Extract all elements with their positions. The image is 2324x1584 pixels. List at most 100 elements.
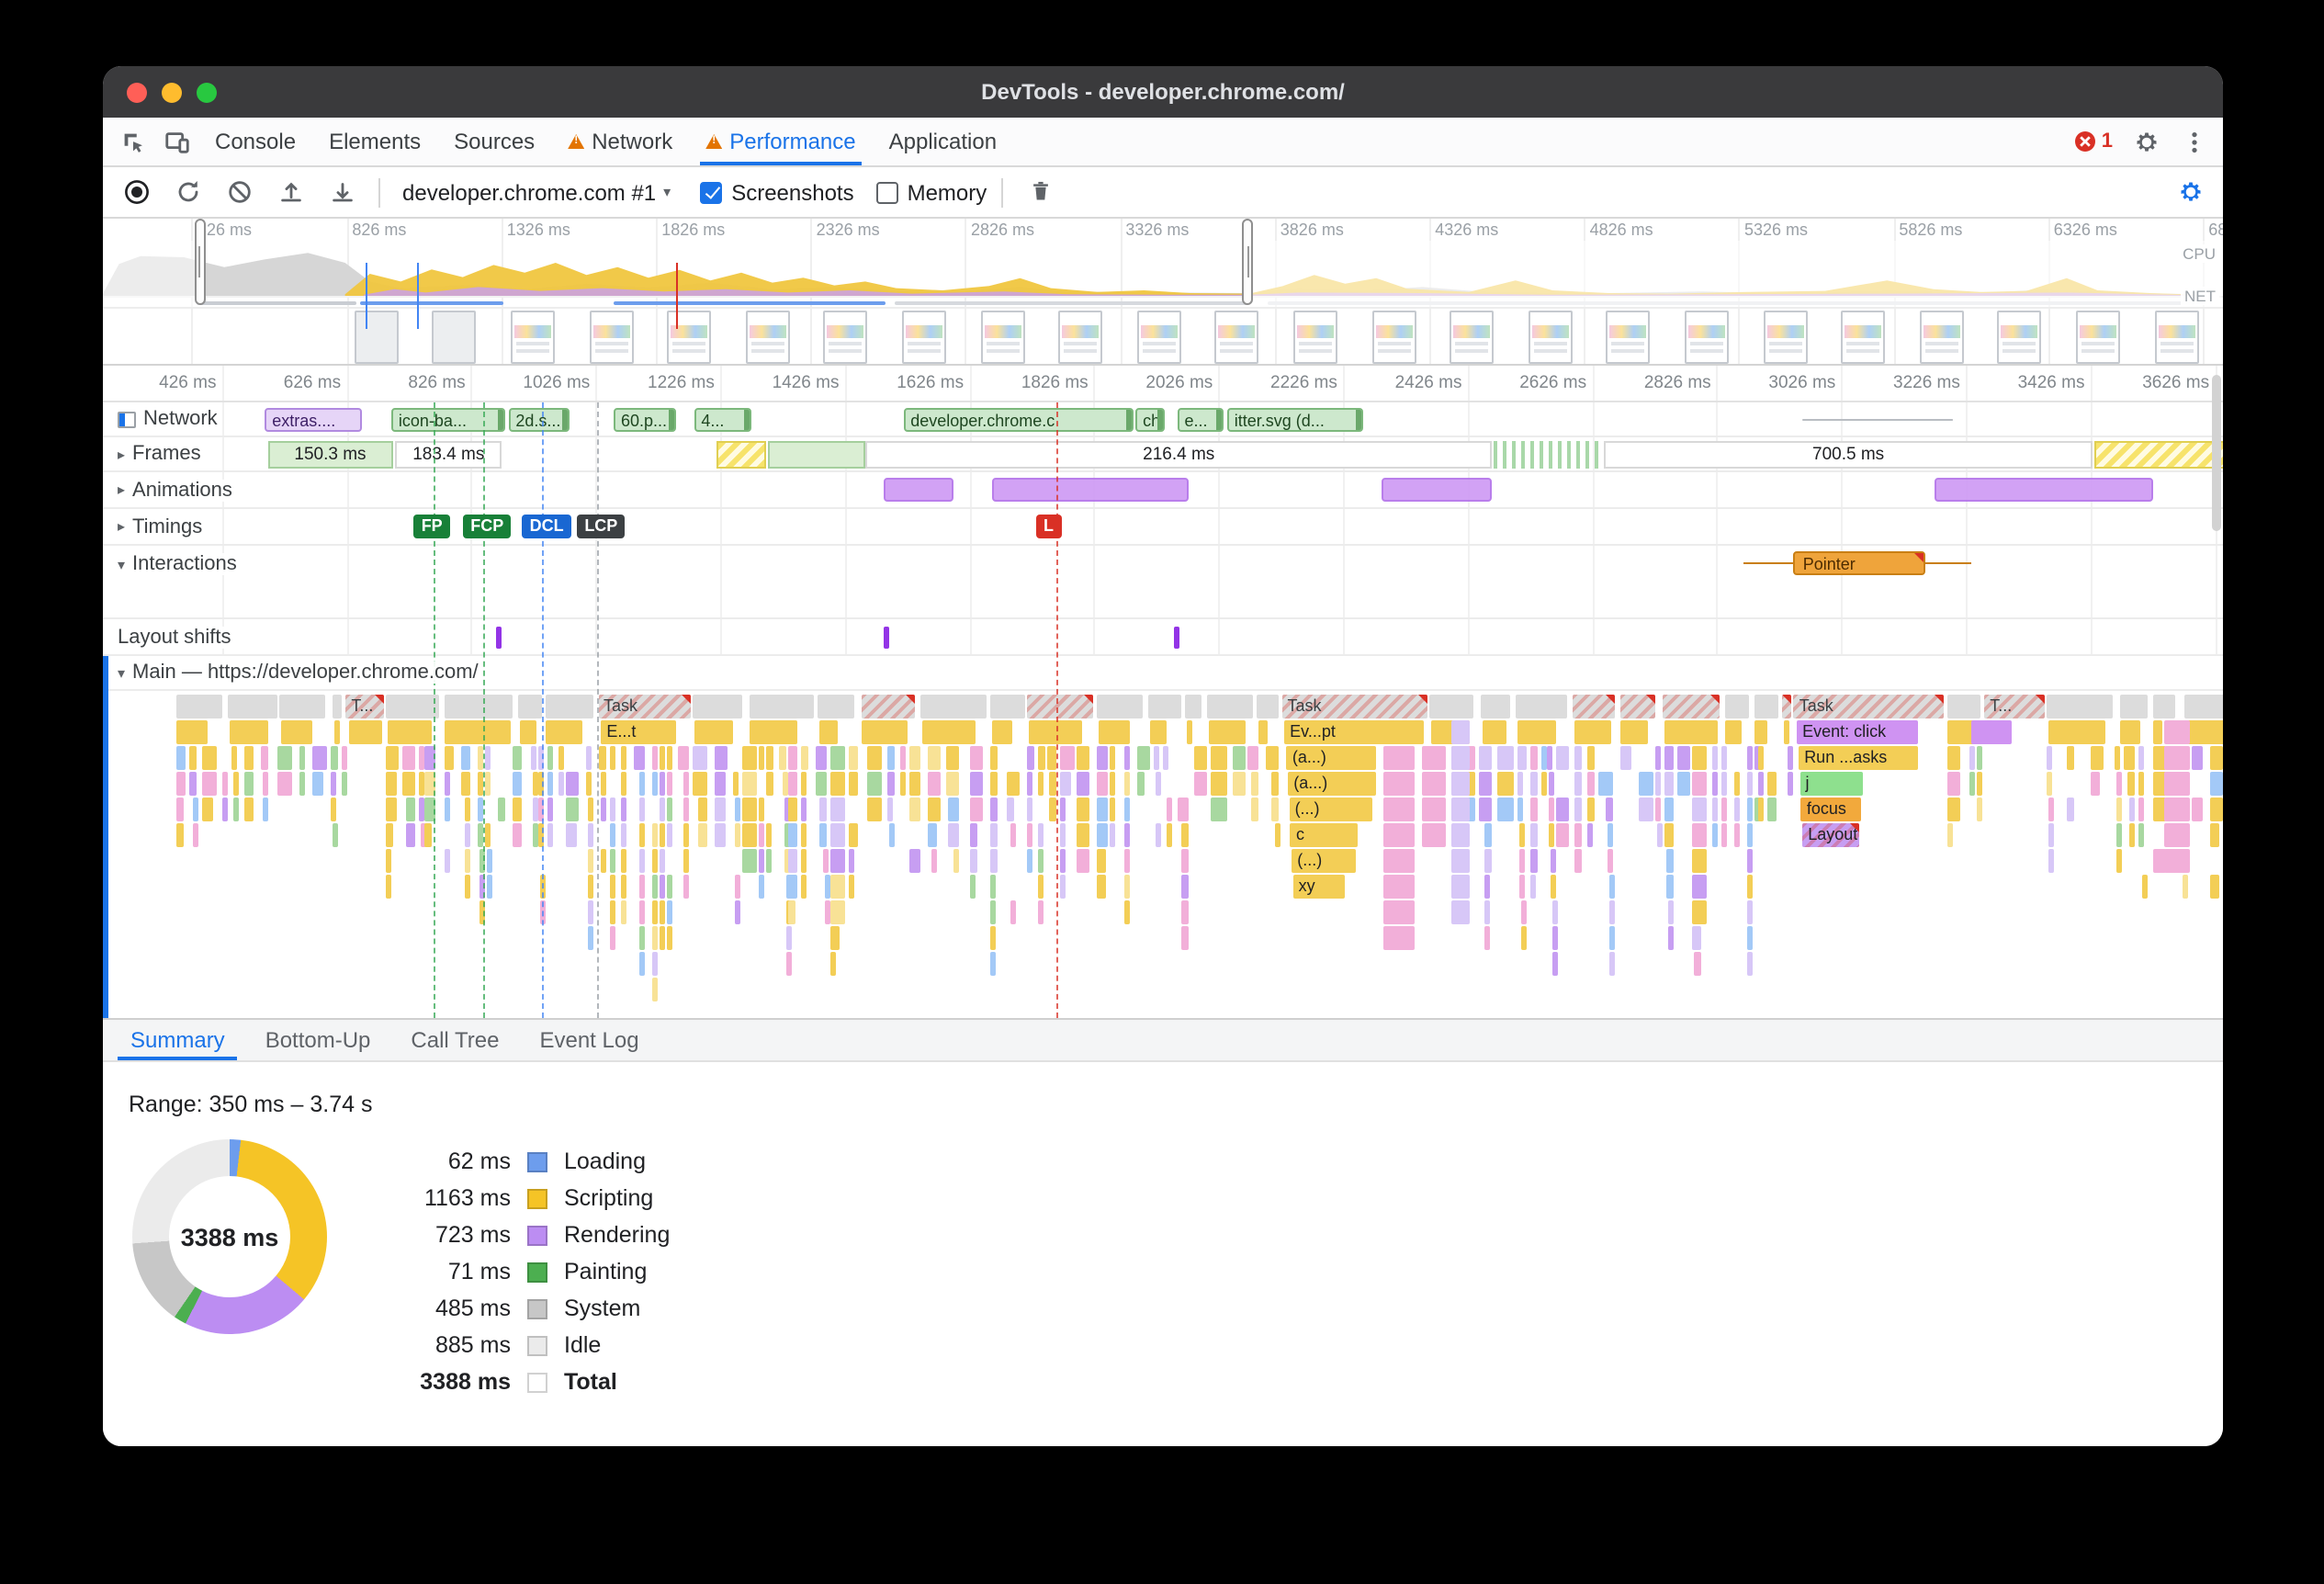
track-label-main[interactable]: ▾ Main — https://developer.chrome.com/ (112, 662, 484, 684)
flame-bar[interactable] (1551, 900, 1558, 924)
flame-bar[interactable] (800, 875, 807, 899)
flame-bar[interactable] (1077, 798, 1089, 821)
flame-bar[interactable] (444, 798, 451, 821)
flame-bar[interactable] (1153, 746, 1159, 770)
flame-bar[interactable] (1664, 746, 1675, 770)
flame-bar[interactable] (2164, 849, 2191, 873)
flame-bar[interactable] (1720, 823, 1727, 847)
flame-bar[interactable] (587, 875, 593, 899)
flame-bar[interactable] (1666, 849, 1675, 873)
flame-bar[interactable] (639, 798, 646, 821)
screenshot-thumb[interactable] (354, 311, 399, 364)
flame-bar[interactable] (587, 823, 593, 847)
flame-bar[interactable] (532, 798, 538, 821)
screenshot-thumb[interactable] (1919, 311, 1964, 364)
flame-bar[interactable] (1123, 849, 1130, 873)
flame-bar[interactable] (785, 952, 792, 976)
flame-bar[interactable] (2115, 746, 2120, 770)
flame-bar[interactable] (683, 849, 690, 873)
flame-bar[interactable] (953, 849, 960, 873)
flame-bar[interactable] (599, 746, 607, 770)
task-bar[interactable]: T... (1984, 695, 2045, 718)
flame-bar[interactable] (651, 952, 658, 976)
flame-bar[interactable] (202, 772, 218, 796)
flame-bar[interactable] (1027, 772, 1033, 796)
flame-bar[interactable] (667, 772, 673, 796)
flame-bar[interactable] (512, 772, 523, 796)
network-request[interactable]: e... (1177, 408, 1224, 432)
flame-bar[interactable] (1497, 746, 1513, 770)
flame-bar[interactable] (1046, 746, 1057, 770)
flame-bar[interactable] (1766, 798, 1777, 821)
flame-bar[interactable] (921, 720, 976, 744)
flame-bar[interactable] (1421, 823, 1446, 847)
flame-bar[interactable] (1077, 746, 1089, 770)
task-bar[interactable] (1516, 695, 1568, 718)
flame-bar[interactable] (1099, 720, 1130, 744)
flame-bar[interactable] (1482, 720, 1507, 744)
flame-bar[interactable] (667, 900, 673, 924)
flame-bar[interactable] (928, 823, 937, 847)
flame-bar[interactable]: xy (1292, 875, 1346, 899)
flame-bar[interactable] (1450, 823, 1470, 847)
flame-bar[interactable] (2048, 798, 2054, 821)
flame-bar[interactable] (558, 746, 564, 770)
flame-bar[interactable] (424, 798, 435, 821)
flame-bar[interactable] (609, 849, 615, 873)
flame-bar[interactable] (778, 746, 786, 770)
flame-bar[interactable]: (...) (1292, 849, 1356, 873)
flame-bar[interactable] (1551, 849, 1557, 873)
flame-bar[interactable] (1181, 849, 1189, 873)
flame-bar[interactable] (2090, 746, 2104, 770)
flame-bar[interactable] (175, 746, 186, 770)
task-bar[interactable] (444, 695, 513, 718)
flame-bar[interactable] (1037, 772, 1044, 796)
flame-bar[interactable] (900, 746, 907, 770)
flame-bar[interactable] (909, 772, 920, 796)
flame-bar[interactable] (639, 900, 646, 924)
flame-bar[interactable] (1548, 772, 1554, 796)
flame-bar[interactable] (667, 823, 673, 847)
flame-bar[interactable] (945, 746, 960, 770)
flame-bar[interactable] (1211, 746, 1227, 770)
flame-bar[interactable] (639, 849, 646, 873)
flame-bar[interactable] (1162, 746, 1169, 770)
frame-item[interactable]: 150.3 ms (267, 441, 393, 469)
flame-bar[interactable] (758, 849, 764, 873)
flame-bar[interactable] (1586, 746, 1595, 770)
timing-badge-FP[interactable]: FP (413, 515, 450, 538)
flame-bar[interactable] (1037, 900, 1044, 924)
flame-bar[interactable] (1746, 746, 1753, 770)
tab-network[interactable]: Network (551, 118, 689, 165)
flame-bar[interactable] (742, 772, 757, 796)
flame-bar[interactable] (538, 823, 545, 847)
flame-bar[interactable] (1711, 798, 1718, 821)
flame-bar[interactable] (788, 900, 795, 924)
flame-bar[interactable]: Ev...pt (1284, 720, 1423, 744)
flame-bar[interactable] (1551, 926, 1558, 950)
flame-bar[interactable] (478, 798, 484, 821)
flame-bar[interactable] (587, 798, 593, 821)
flame-bar[interactable] (886, 798, 894, 821)
flame-bar[interactable] (1608, 849, 1614, 873)
flame-bar[interactable] (683, 772, 690, 796)
screenshot-thumb[interactable] (1841, 311, 1886, 364)
flame-bar[interactable] (1609, 926, 1616, 950)
flame-bar[interactable] (232, 772, 239, 796)
flame-bar[interactable] (1946, 798, 1960, 821)
flame-bar[interactable] (464, 823, 471, 847)
flame-bar[interactable] (1059, 772, 1072, 796)
flame-bar[interactable] (1010, 900, 1016, 924)
screenshot-thumb[interactable] (1371, 311, 1416, 364)
flame-bar[interactable] (1655, 772, 1662, 796)
task-bar[interactable] (175, 695, 223, 718)
flame-bar[interactable] (2153, 798, 2166, 821)
flame-bar[interactable] (479, 900, 486, 924)
flame-bar[interactable] (424, 746, 435, 770)
screenshot-thumb[interactable] (432, 311, 477, 364)
flame-bar[interactable] (243, 746, 254, 770)
flame-bar[interactable] (2138, 772, 2145, 796)
flame-bar[interactable] (478, 746, 484, 770)
flame-bar[interactable] (1059, 798, 1066, 821)
flame-bar[interactable] (1758, 772, 1765, 796)
